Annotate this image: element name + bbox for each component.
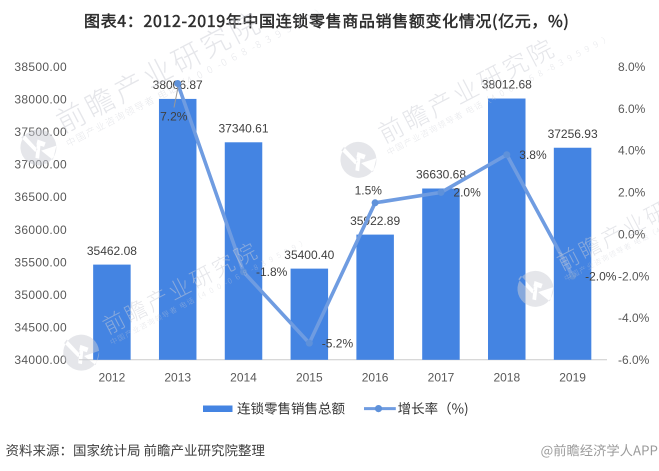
svg-text:2018: 2018 (493, 371, 520, 385)
svg-text:-5.2%: -5.2% (322, 336, 354, 350)
svg-text:4.0%: 4.0% (618, 144, 646, 158)
svg-text:35462.08: 35462.08 (87, 244, 137, 258)
svg-text:37340.61: 37340.61 (218, 122, 268, 136)
svg-text:2015: 2015 (296, 371, 323, 385)
svg-text:1.5%: 1.5% (355, 183, 383, 197)
svg-text:-6.0%: -6.0% (618, 353, 650, 367)
svg-text:-4.0%: -4.0% (618, 311, 650, 325)
svg-text:2.0%: 2.0% (618, 186, 646, 200)
svg-text:-1.8%: -1.8% (256, 265, 288, 279)
svg-text:2016: 2016 (362, 371, 389, 385)
svg-text:38000.00: 38000.00 (14, 93, 67, 107)
svg-text:35000.00: 35000.00 (14, 288, 67, 302)
svg-text:36500.00: 36500.00 (14, 190, 67, 204)
svg-text:2019: 2019 (559, 371, 586, 385)
svg-text:36630.68: 36630.68 (416, 168, 466, 182)
svg-text:35400.40: 35400.40 (284, 248, 334, 262)
svg-text:7.2%: 7.2% (160, 109, 188, 123)
svg-text:38500.00: 38500.00 (14, 60, 67, 74)
svg-text:37256.93: 37256.93 (548, 127, 598, 141)
svg-text:36000.00: 36000.00 (14, 223, 67, 237)
svg-text:2.0%: 2.0% (453, 186, 481, 200)
svg-text:6.0%: 6.0% (618, 102, 646, 116)
svg-text:35922.89: 35922.89 (350, 214, 400, 228)
svg-text:-2.0%: -2.0% (618, 269, 650, 283)
svg-text:-2.0%: -2.0% (585, 269, 617, 283)
svg-text:2017: 2017 (428, 371, 455, 385)
svg-text:34500.00: 34500.00 (14, 320, 67, 334)
svg-text:2013: 2013 (164, 371, 191, 385)
svg-text:35500.00: 35500.00 (14, 255, 67, 269)
svg-text:2014: 2014 (230, 371, 257, 385)
svg-text:34000.00: 34000.00 (14, 353, 67, 367)
svg-text:2012: 2012 (99, 371, 126, 385)
svg-text:8.0%: 8.0% (618, 60, 646, 74)
svg-text:3.8%: 3.8% (519, 148, 547, 162)
